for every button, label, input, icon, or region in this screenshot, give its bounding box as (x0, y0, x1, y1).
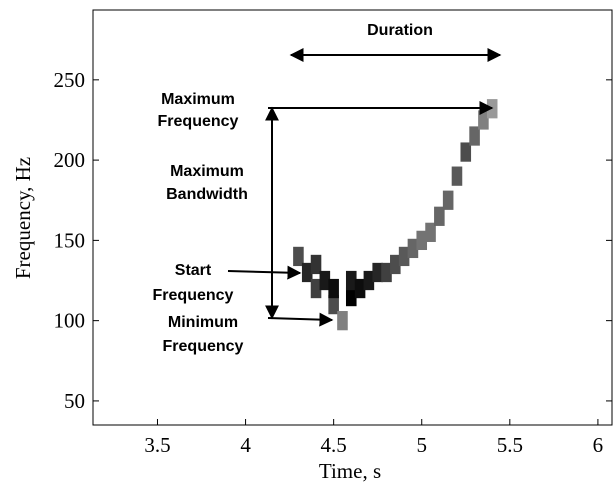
spectrogram-cell (319, 270, 331, 291)
spectrogram-cell (469, 126, 480, 146)
spectrogram-cell (451, 166, 463, 186)
spectrogram-cell (390, 254, 401, 275)
spectrogram-cell (478, 110, 489, 130)
annotation: Maximum (170, 163, 244, 180)
x-tick-label: 5.5 (497, 433, 523, 457)
y-tick-label: 250 (54, 68, 86, 92)
y-axis-label: Frequency, Hz (11, 157, 35, 279)
spectrogram-cell (354, 278, 366, 299)
spectrogram-cell (337, 311, 348, 331)
x-tick-label: 4 (240, 433, 251, 457)
spectrogram-cell (301, 262, 313, 283)
spectrogram-cell (310, 278, 322, 299)
spectrogram-cell (345, 270, 357, 291)
x-tick-label: 5 (416, 433, 427, 457)
spectrogram-cell (293, 246, 304, 267)
spectrogram-cell (398, 246, 410, 267)
x-axis-label: Time, s (319, 459, 381, 483)
annotation: Frequency (153, 287, 234, 304)
annotation: Duration (367, 22, 433, 39)
spectrogram-cell (434, 206, 445, 226)
annotation: Minimum (168, 314, 238, 331)
spectrogram-cell (442, 190, 454, 210)
x-tick-label: 3.5 (144, 433, 170, 457)
annotation: Frequency (163, 338, 244, 355)
spectrogram-cell (372, 262, 383, 283)
annotation: Start (175, 262, 212, 279)
spectrogram-cell (328, 294, 339, 315)
spectrogram-cell (345, 286, 357, 307)
annotation-arrows (227, 48, 502, 327)
spectrogram-cell (363, 270, 375, 291)
x-tick-label: 6 (593, 433, 604, 457)
spectrogram-cell (328, 278, 339, 299)
y-tick-label: 100 (54, 309, 86, 333)
spectrogram-cell (416, 230, 428, 251)
plot-area (92, 9, 613, 426)
min-frequency-arrow (267, 312, 334, 327)
annotation: Maximum (161, 91, 235, 108)
annotation: Bandwidth (166, 186, 248, 203)
y-tick-label: 150 (54, 228, 86, 252)
start-frequency-arrow (227, 265, 302, 280)
x-tick-label: 4.5 (321, 433, 347, 457)
spectrogram-cell (381, 262, 392, 283)
y-tick-label: 50 (64, 389, 85, 413)
y-tick-label: 200 (54, 148, 86, 172)
spectrogram-cell (460, 142, 472, 162)
annotation: Frequency (158, 113, 239, 130)
spectrogram-cell (310, 254, 322, 275)
spectrogram-cell (407, 238, 419, 259)
spectrogram-cell (425, 222, 436, 242)
